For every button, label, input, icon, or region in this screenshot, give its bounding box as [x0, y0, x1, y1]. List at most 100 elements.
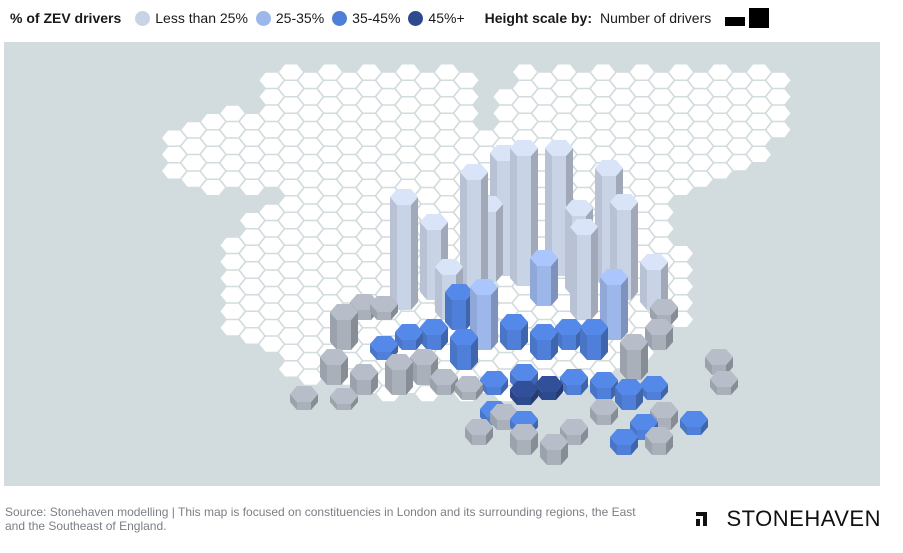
- land-hex: [259, 303, 284, 319]
- land-hex: [669, 97, 693, 113]
- land-hex: [513, 114, 537, 129]
- hex-column-left-face: [460, 172, 467, 290]
- land-hex: [279, 81, 303, 96]
- hex-column: [510, 140, 538, 286]
- land-hex: [279, 163, 303, 179]
- hex-column-right-face: [661, 384, 668, 400]
- hex-column-right-face: [496, 204, 503, 282]
- hex-column-top-face: [450, 329, 478, 345]
- land-hex: [279, 180, 303, 195]
- land-hex: [318, 64, 342, 80]
- land-hex: [688, 72, 713, 88]
- hex-column-front-face: [517, 397, 531, 405]
- land-hex: [415, 188, 440, 204]
- hex-column-front-face: [337, 320, 351, 350]
- land-hex: [669, 81, 693, 96]
- hex-bars-layer: [290, 140, 738, 465]
- hex-column-left-face: [510, 432, 517, 455]
- stonehaven-logo-icon: [696, 512, 708, 526]
- land-hex: [259, 237, 284, 253]
- land-hex: [727, 138, 752, 154]
- land-hex: [220, 254, 245, 270]
- legend-swatch-icon: [408, 10, 424, 26]
- hex-column-top-face: [500, 314, 528, 330]
- land-hex: [318, 163, 342, 179]
- hex-column: [420, 319, 448, 350]
- hex-column-right-face: [701, 419, 708, 435]
- hex-column-left-face: [290, 394, 297, 410]
- hex-column-right-face: [631, 437, 638, 455]
- land-hex: [298, 303, 323, 319]
- land-hex: [396, 147, 420, 162]
- land-hex: [240, 180, 264, 195]
- land-hex: [454, 105, 479, 121]
- hex-column: [710, 371, 738, 395]
- land-hex: [688, 171, 713, 187]
- hex-column-top-face: [610, 429, 638, 445]
- hex-column-left-face: [330, 312, 337, 350]
- land-hex: [415, 89, 440, 105]
- hex-column-right-face: [561, 442, 568, 465]
- land-hex: [240, 279, 264, 294]
- hex-column-right-face: [311, 394, 318, 410]
- hex-column-top-face: [510, 364, 538, 380]
- hex-column-left-face: [445, 292, 452, 330]
- land-hex: [513, 81, 537, 96]
- hex-column: [645, 427, 673, 455]
- hex-column-left-face: [320, 357, 327, 385]
- land-hex: [591, 64, 615, 80]
- land-hex: [649, 237, 674, 253]
- hex-column-right-face: [581, 427, 588, 445]
- land-hex: [649, 188, 674, 204]
- hex-column-top-face: [420, 214, 448, 230]
- hex-column-top-face: [530, 324, 558, 340]
- land-hex: [571, 138, 596, 154]
- land-hex: [337, 188, 362, 204]
- land-hex: [610, 89, 635, 105]
- land-hex: [357, 213, 381, 228]
- hex-column-front-face: [297, 402, 311, 410]
- land-hex: [298, 89, 323, 105]
- hex-column-right-face: [521, 322, 528, 350]
- hex-column: [580, 319, 608, 360]
- hex-column-top-face: [640, 254, 668, 270]
- hex-column-top-face: [645, 319, 673, 335]
- land-hex: [396, 64, 420, 80]
- hex-column: [540, 434, 568, 465]
- land-hex: [649, 138, 674, 154]
- hex-column-front-face: [477, 295, 491, 350]
- land-hex: [415, 122, 440, 138]
- land-hex: [747, 64, 771, 80]
- hex-column-front-face: [652, 443, 666, 455]
- land-hex: [610, 105, 635, 121]
- height-scale-label: Number of drivers: [600, 10, 712, 26]
- hex-column: [430, 369, 458, 395]
- hex-column-front-face: [622, 395, 636, 410]
- hex-column-front-face: [562, 335, 576, 350]
- hex-column: [530, 250, 558, 306]
- hex-column-right-face: [666, 435, 673, 455]
- land-hex: [747, 114, 771, 129]
- hex-column-front-face: [377, 312, 391, 320]
- hex-column: [330, 304, 358, 350]
- land-hex: [240, 328, 264, 344]
- hex-column-front-face: [472, 435, 486, 445]
- short-bar-icon: [725, 17, 746, 26]
- land-hex: [220, 237, 245, 253]
- land-hex: [298, 188, 323, 204]
- land-hex: [318, 213, 342, 228]
- land-hex: [220, 171, 245, 187]
- land-hex: [181, 171, 206, 187]
- land-hex: [571, 89, 596, 105]
- hex-column-top-face: [435, 259, 463, 275]
- hex-column-top-face: [370, 336, 398, 352]
- land-hex: [298, 270, 323, 286]
- land-hex: [357, 130, 381, 146]
- hex-column-front-face: [377, 352, 391, 360]
- hex-column-right-face: [601, 327, 608, 360]
- land-hex: [279, 213, 303, 228]
- hex-column-left-face: [530, 258, 537, 306]
- land-hex: [435, 147, 459, 162]
- land-hex: [649, 204, 674, 220]
- hex-column-front-face: [597, 388, 611, 400]
